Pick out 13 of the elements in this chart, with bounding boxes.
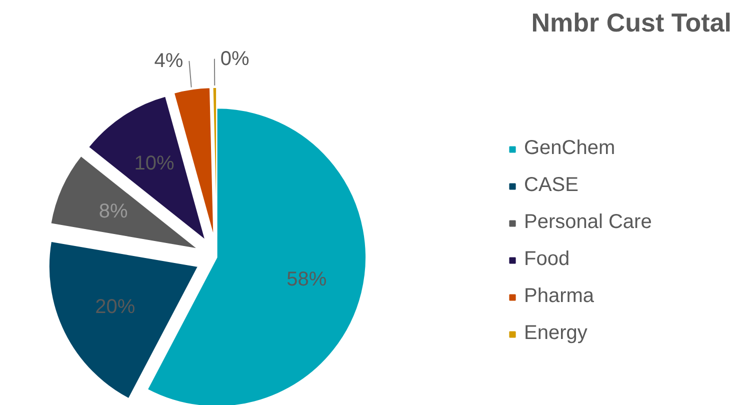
data-label: 8%	[98, 200, 128, 222]
data-label: 20%	[95, 296, 136, 318]
legend-label: CASE	[524, 174, 578, 197]
legend-label: GenChem	[524, 137, 616, 160]
data-label: 4%	[154, 50, 184, 72]
data-label: 10%	[134, 152, 174, 174]
legend-label: Food	[524, 248, 570, 271]
chart-title: Nmbr Cust Total	[531, 8, 731, 38]
data-label: 58%	[286, 268, 327, 290]
legend-label: Pharma	[524, 285, 594, 308]
legend-label: Energy	[524, 322, 588, 345]
legend-label: Personal Care	[524, 211, 652, 234]
data-label: 0%	[220, 48, 250, 70]
